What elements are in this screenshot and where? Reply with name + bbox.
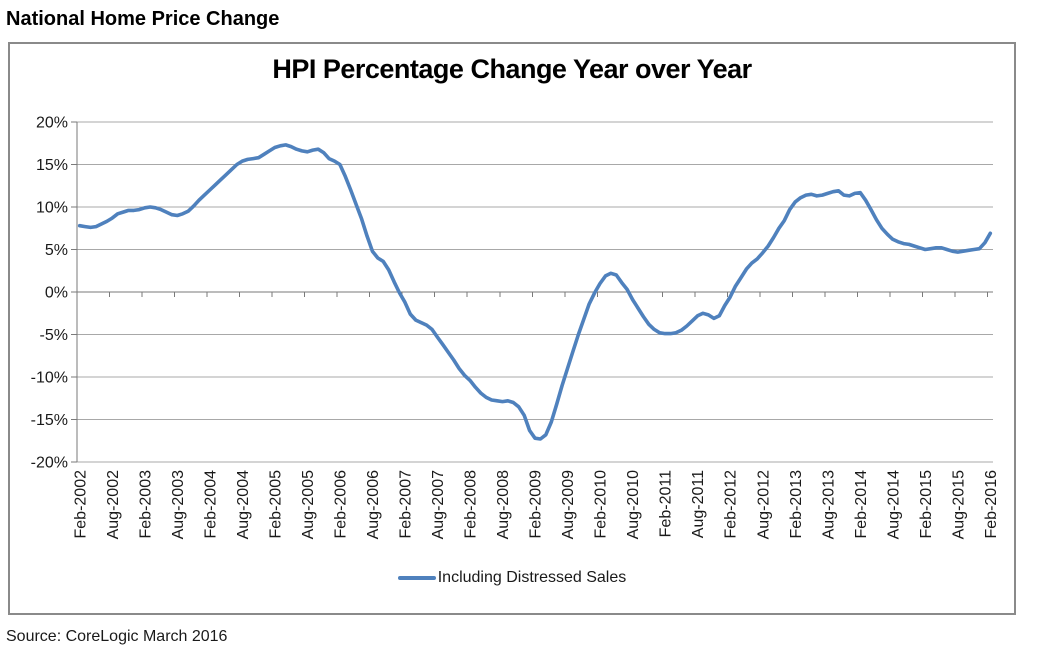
x-tick-label: Feb-2006 bbox=[332, 470, 349, 539]
chart-title: HPI Percentage Change Year over Year bbox=[272, 54, 752, 84]
x-tick-label: Aug-2002 bbox=[105, 470, 122, 539]
x-tick-label: Feb-2008 bbox=[463, 470, 480, 539]
y-tick-label: -10% bbox=[31, 370, 68, 387]
x-tick-label: Feb-2010 bbox=[593, 470, 610, 539]
x-tick-label: Feb-2013 bbox=[788, 470, 805, 539]
legend-line-sample bbox=[397, 576, 436, 580]
x-tick-label: Feb-2016 bbox=[983, 470, 1000, 539]
x-tick-label: Aug-2003 bbox=[170, 470, 187, 539]
x-tick-label: Feb-2012 bbox=[723, 470, 740, 539]
y-tick-label: -15% bbox=[31, 412, 68, 429]
x-tick-label: Aug-2007 bbox=[430, 470, 447, 539]
x-tick-label: Feb-2009 bbox=[528, 470, 545, 539]
x-tick-label: Aug-2006 bbox=[365, 470, 382, 539]
x-tick-label: Aug-2013 bbox=[820, 470, 837, 539]
y-tick-label: 0% bbox=[45, 285, 68, 302]
x-tick-label: Aug-2015 bbox=[950, 470, 967, 539]
y-tick-label: 10% bbox=[36, 200, 68, 217]
x-tick-label: Feb-2003 bbox=[137, 470, 154, 539]
chart-legend: Including Distressed Sales bbox=[8, 569, 1016, 587]
x-tick-label: Feb-2014 bbox=[853, 470, 870, 539]
x-tick-label: Aug-2009 bbox=[560, 470, 577, 539]
x-tick-label: Feb-2011 bbox=[658, 470, 675, 537]
x-tick-label: Aug-2004 bbox=[235, 470, 252, 539]
chart-frame bbox=[8, 42, 1016, 615]
x-tick-label: Feb-2005 bbox=[267, 470, 284, 539]
x-tick-label: Aug-2011 bbox=[690, 470, 707, 538]
x-tick-label: Aug-2012 bbox=[755, 470, 772, 539]
x-tick-label: Aug-2014 bbox=[885, 470, 902, 539]
x-tick-label: Feb-2015 bbox=[918, 470, 935, 539]
y-tick-label: 5% bbox=[45, 242, 68, 259]
x-tick-label: Feb-2007 bbox=[398, 470, 415, 539]
y-tick-label: 20% bbox=[36, 115, 68, 132]
y-tick-label: 15% bbox=[36, 157, 68, 174]
y-tick-label: -5% bbox=[40, 327, 68, 344]
x-tick-label: Aug-2008 bbox=[495, 470, 512, 539]
legend-label: Including Distressed Sales bbox=[437, 569, 627, 586]
series-line-including-distressed-sales bbox=[77, 143, 993, 441]
x-tick-label: Aug-2005 bbox=[300, 470, 317, 539]
x-tick-label: Aug-2010 bbox=[625, 470, 642, 539]
y-tick-label: -20% bbox=[31, 455, 68, 472]
source-note: Source: CoreLogic March 2016 bbox=[6, 628, 228, 645]
x-tick-label: Feb-2004 bbox=[202, 470, 219, 539]
page-title: National Home Price Change bbox=[6, 8, 280, 30]
x-tick-label: Feb-2002 bbox=[72, 470, 89, 539]
